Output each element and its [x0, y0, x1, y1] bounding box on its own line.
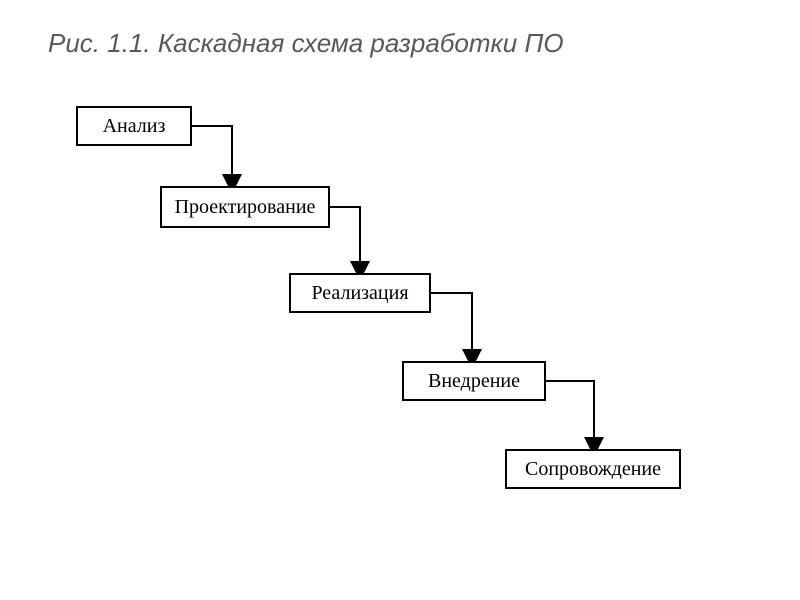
- flowchart-edge-n3-n4: [431, 293, 472, 361]
- flowchart-node-n2: Проектирование: [160, 186, 330, 228]
- flowchart-edge-n4-n5: [546, 381, 594, 449]
- flowchart-node-label: Сопровождение: [525, 458, 661, 481]
- flowchart-node-n5: Сопровождение: [505, 449, 681, 489]
- flowchart-node-label: Проектирование: [175, 196, 316, 219]
- flowchart-edge-n1-n2: [192, 126, 232, 186]
- flowchart-node-label: Внедрение: [428, 370, 520, 393]
- flowchart-node-n3: Реализация: [289, 273, 431, 313]
- flowchart-node-label: Анализ: [103, 115, 166, 138]
- flowchart-node-n1: Анализ: [76, 106, 192, 146]
- flowchart-edge-n2-n3: [330, 207, 360, 273]
- flowchart-node-n4: Внедрение: [402, 361, 546, 401]
- figure-title: Рис. 1.1. Каскадная схема разработки ПО: [48, 28, 564, 59]
- flowchart-node-label: Реализация: [311, 282, 408, 305]
